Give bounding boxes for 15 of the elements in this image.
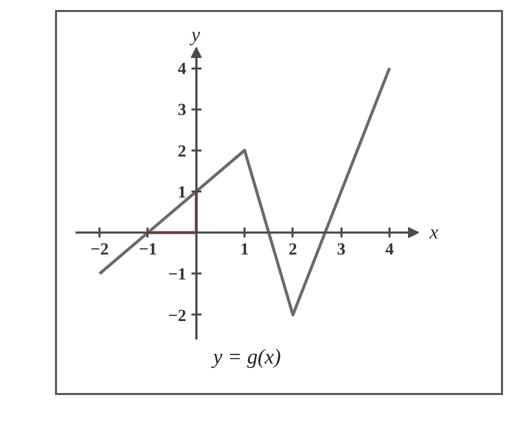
x-tick-label: 1: [240, 240, 249, 259]
x-tick-label: 3: [336, 240, 346, 259]
x-tick-label: 4: [385, 240, 394, 259]
y-tick-label: −1: [168, 264, 186, 284]
x-axis-title: x: [428, 222, 438, 244]
y-tick-label: 1: [178, 182, 186, 202]
y-tick-label: 4: [178, 59, 187, 78]
y-tick-label: 2: [178, 141, 186, 160]
x-tick-label: −2: [90, 240, 109, 259]
text: y = g(x): [211, 344, 281, 368]
y-tick-label: −2: [168, 306, 186, 325]
x-tick-label: 2: [288, 240, 298, 259]
y-axis-title: y: [189, 24, 200, 46]
x-tick-label: −1: [138, 240, 158, 259]
y-tick-label: 3: [178, 100, 186, 120]
